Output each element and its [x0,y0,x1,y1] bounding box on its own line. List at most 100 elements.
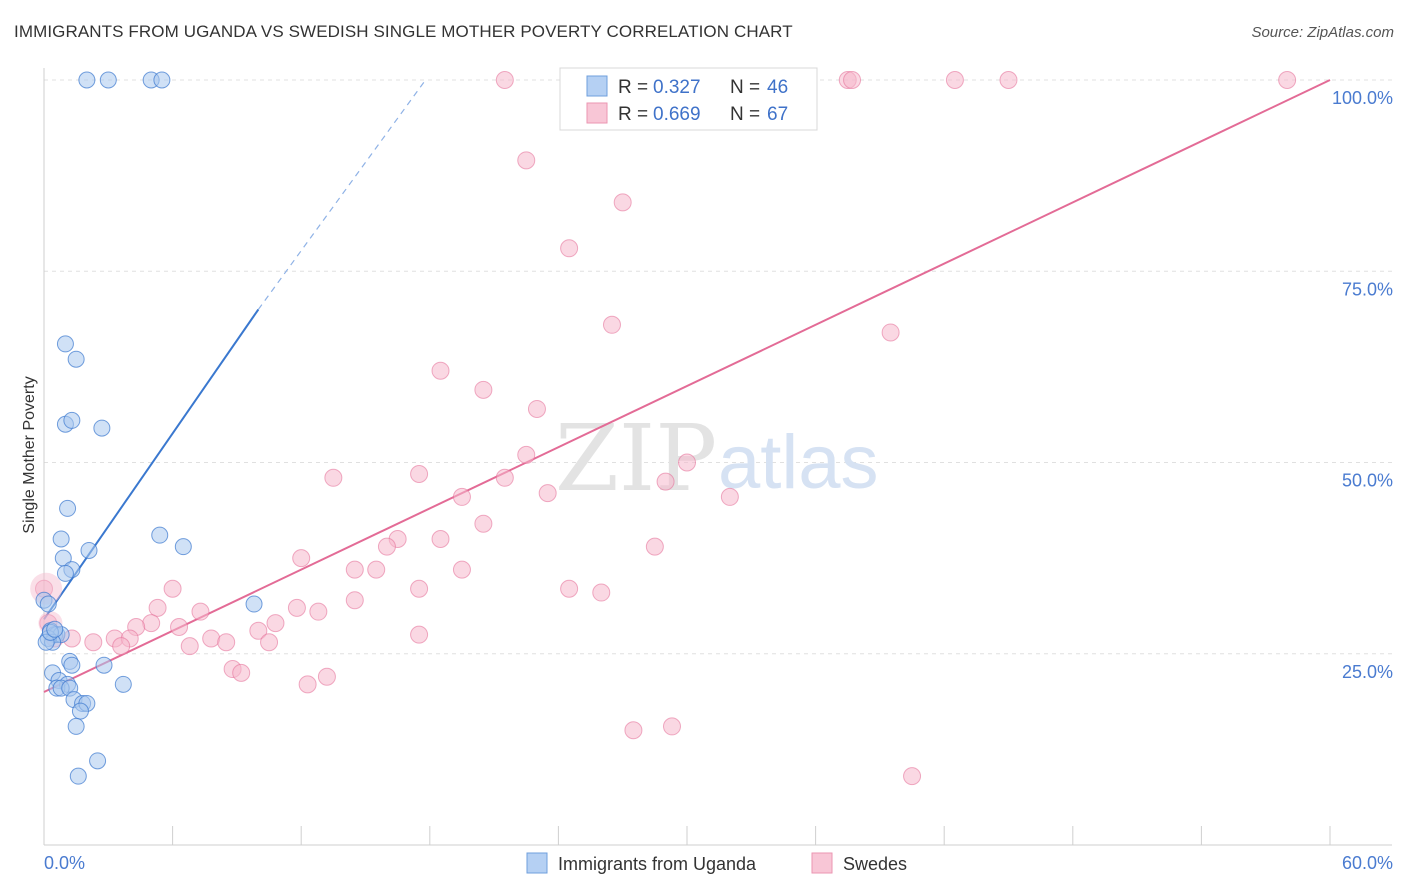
legend-n-value-1: 46 [767,77,788,98]
data-point-uganda [56,564,74,582]
data-point-swedes [431,530,450,548]
data-point-uganda [151,526,169,544]
data-point-uganda [99,71,117,89]
stats-legend: R = 0.327 N = 46 R = 0.669 N = 67 [559,67,818,131]
data-point-uganda [78,71,96,89]
legend-swatch-swedes [586,102,608,124]
data-point-uganda [95,656,113,674]
data-point-swedes [232,663,251,682]
y-tick-label: 50.0% [1342,471,1393,491]
series-uganda-points [35,71,263,785]
data-point-swedes [517,151,536,170]
data-point-swedes [410,625,429,644]
data-point-uganda [52,530,70,548]
data-point-uganda [56,335,74,353]
data-point-swedes [624,721,643,740]
legend-r-label-2: R = [618,104,648,125]
bottom-legend-swatch-swedes [811,852,833,874]
legend-r-label-1: R = [618,77,648,98]
data-point-uganda [67,350,85,368]
data-point-swedes [560,239,579,258]
data-point-swedes [999,71,1018,89]
gridlines [44,79,1392,655]
x-tick-labels: 0.0% 60.0% [44,853,1393,873]
data-point-uganda [89,752,107,770]
data-point-uganda [63,411,81,429]
data-point-swedes [142,614,161,633]
watermark-atlas: atlas [718,420,879,505]
legend-n-value-2: 67 [767,104,788,125]
bottom-legend-label-uganda: Immigrants from Uganda [558,854,757,874]
data-point-swedes [452,560,471,579]
data-point-swedes [452,487,471,506]
data-point-uganda [71,702,89,720]
data-point-swedes [662,717,681,736]
data-point-swedes [495,468,514,487]
data-point-swedes [217,633,236,652]
series-legend: Immigrants from Uganda Swedes [526,852,907,874]
data-point-swedes [410,464,429,483]
data-point-swedes [410,579,429,598]
chart-title: IMMIGRANTS FROM UGANDA VS SWEDISH SINGLE… [14,22,793,41]
data-point-swedes [180,637,199,656]
bottom-legend-label-swedes: Swedes [843,854,907,874]
data-point-swedes [656,472,675,491]
data-point-swedes [602,315,621,334]
legend-swatch-uganda [586,75,608,97]
data-point-swedes [720,487,739,506]
legend-n-label-1: N = [730,77,760,98]
data-point-swedes [298,675,317,694]
data-point-uganda [114,675,132,693]
data-point-swedes [945,71,964,89]
data-point-swedes [474,514,493,533]
data-point-swedes [431,361,450,380]
data-point-swedes [260,633,279,652]
y-tick-label: 25.0% [1342,662,1393,682]
data-point-uganda [46,620,64,638]
axes [43,68,1392,846]
data-point-swedes [903,767,922,786]
data-point-uganda [67,717,85,735]
data-point-uganda [93,419,111,437]
data-point-uganda [153,71,171,89]
data-point-swedes [266,614,285,633]
source-credit: Source: ZipAtlas.com [1251,24,1394,41]
data-point-swedes [287,598,306,617]
data-point-uganda [59,499,77,517]
trend-line-uganda-extension [257,79,426,310]
data-point-swedes [495,71,514,89]
y-tick-label: 100.0% [1332,88,1393,108]
data-point-uganda [63,656,81,674]
data-point-swedes [527,399,546,418]
data-point-swedes [377,537,396,556]
data-point-swedes [1278,71,1297,89]
legend-r-value-2: 0.669 [653,104,701,125]
data-point-swedes [843,71,862,89]
data-point-swedes [560,579,579,598]
data-point-swedes [592,583,611,602]
data-point-swedes [170,617,189,636]
data-point-uganda [69,767,87,785]
y-tick-label: 75.0% [1342,279,1393,299]
data-point-swedes [474,380,493,399]
y-axis-label: Single Mother Poverty [21,376,38,533]
data-point-swedes [148,598,167,617]
data-point-swedes [324,468,343,487]
data-point-swedes [202,629,221,648]
trend-lines [43,79,1331,693]
data-point-swedes [84,633,103,652]
data-point-uganda [39,595,57,613]
bottom-legend-swatch-uganda [526,852,548,874]
data-point-uganda [174,538,192,556]
x-tick-label: 60.0% [1342,853,1393,873]
data-point-uganda [80,541,98,559]
data-point-swedes [249,621,268,640]
legend-n-label-2: N = [730,104,760,125]
data-point-uganda [245,595,263,613]
legend-r-value-1: 0.327 [653,77,701,98]
trend-line-swedes [43,79,1331,693]
series-swedes-points [30,71,1297,786]
data-point-swedes [309,602,328,621]
data-point-swedes [163,579,182,598]
